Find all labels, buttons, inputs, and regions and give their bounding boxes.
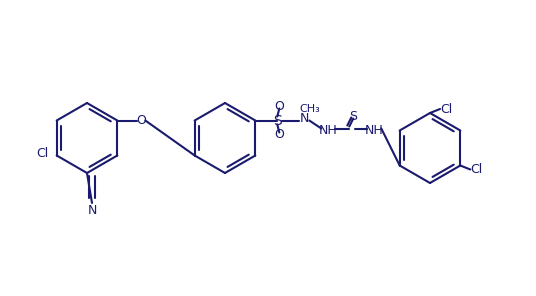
Text: NH: NH bbox=[365, 124, 384, 137]
Text: Cl: Cl bbox=[36, 147, 49, 160]
Text: Cl: Cl bbox=[440, 102, 452, 115]
Text: O: O bbox=[136, 114, 146, 127]
Text: N: N bbox=[300, 112, 309, 125]
Text: S: S bbox=[273, 113, 282, 128]
Text: N: N bbox=[87, 205, 96, 218]
Text: Cl: Cl bbox=[470, 163, 482, 176]
Text: O: O bbox=[274, 128, 284, 141]
Text: S: S bbox=[349, 110, 358, 123]
Text: NH: NH bbox=[319, 124, 338, 137]
Text: CH₃: CH₃ bbox=[299, 104, 319, 113]
Text: O: O bbox=[274, 100, 284, 113]
